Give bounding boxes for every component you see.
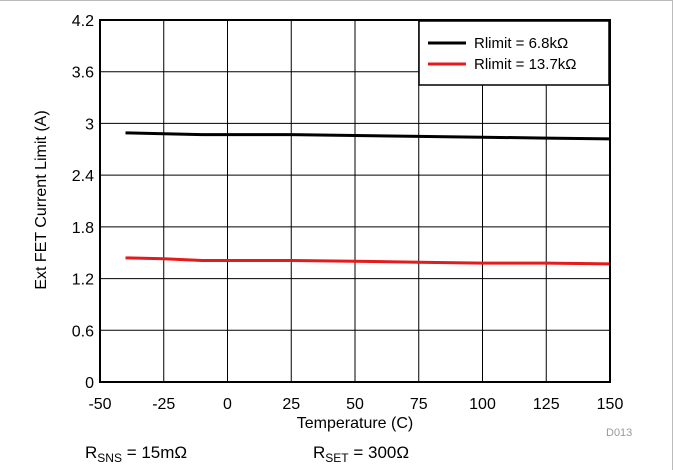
x-axis-label: Temperature (C): [297, 415, 413, 432]
legend-label-2: Rlimit = 13.7kΩ: [474, 56, 577, 73]
series-line-2: [125, 256, 611, 266]
rset-symbol: R: [313, 443, 326, 462]
figure-code: D013: [606, 427, 633, 439]
y-tick-label: 1.2: [72, 272, 94, 289]
y-tick-label: 3.6: [72, 65, 94, 82]
x-tick-labels: -50 -25 0 25 50 75 100 125 150: [88, 396, 623, 413]
legend-label-1: Rlimit = 6.8kΩ: [474, 35, 568, 52]
rset-subscript: SET: [325, 451, 349, 465]
x-tick-label: 125: [533, 396, 560, 413]
x-tick-label: 150: [597, 396, 624, 413]
rsns-value: = 15mΩ: [121, 443, 188, 462]
legend-box: [418, 20, 610, 86]
legend: Rlimit = 6.8kΩ Rlimit = 13.7kΩ: [418, 20, 610, 86]
rsns-condition: RSNS = 15mΩ: [85, 443, 187, 465]
y-tick-labels: 0 0.6 1.2 1.8 2.4 3 3.6 4.2: [72, 13, 94, 392]
x-tick-label: 100: [469, 396, 496, 413]
series-line-1: [125, 131, 611, 141]
rsns-symbol: R: [85, 443, 98, 462]
rsns-subscript: SNS: [97, 451, 122, 465]
y-tick-label: 4.2: [72, 13, 94, 30]
y-tick-label: 3: [85, 116, 94, 133]
x-tick-label: -50: [88, 396, 111, 413]
x-tick-label: 25: [282, 396, 300, 413]
rset-condition: RSET = 300Ω: [313, 443, 409, 465]
x-tick-label: -25: [152, 396, 175, 413]
x-tick-label: 75: [410, 396, 428, 413]
y-tick-label: 0: [85, 375, 94, 392]
y-tick-label: 1.8: [72, 220, 94, 237]
y-tick-label: 0.6: [72, 323, 94, 340]
series-layer: [125, 131, 611, 266]
rset-value: = 300Ω: [348, 443, 410, 462]
x-tick-label: 0: [223, 396, 232, 413]
y-tick-label: 2.4: [72, 168, 94, 185]
y-axis-label: Ext FET Current Limit (A): [33, 110, 50, 289]
plot-area-border: [99, 19, 611, 383]
x-tick-label: 50: [346, 396, 364, 413]
